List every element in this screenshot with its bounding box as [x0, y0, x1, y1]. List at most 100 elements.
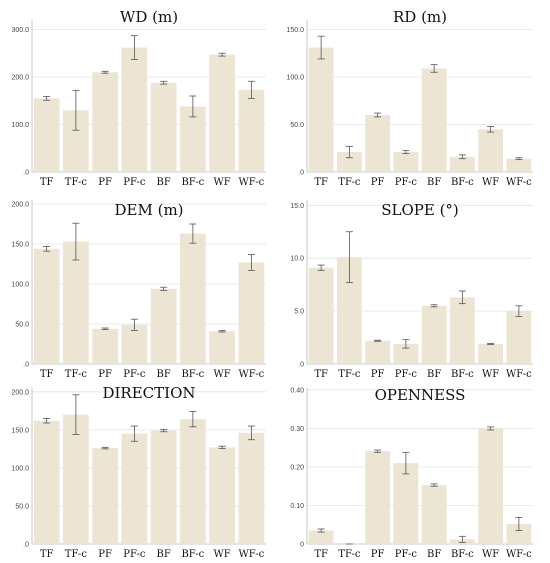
chart-panel-2: .0 50.0 100.0 150.0 200.0 TF TF-c PF PF-c BF BF-c W… — [11, 200, 266, 380]
x-tick-label: WF — [214, 369, 231, 380]
bar-PF — [92, 328, 118, 364]
x-tick-label: BF — [427, 369, 441, 380]
bar-WF — [209, 54, 235, 172]
bar-BF-c — [449, 156, 475, 172]
y-tick-label: 0.40 — [290, 387, 304, 394]
y-tick-label: 0 — [300, 542, 304, 549]
x-tick-label: BF-c — [451, 549, 474, 560]
x-tick-label: PF — [98, 177, 112, 188]
bar-WF — [209, 331, 235, 364]
x-tick-label: PF — [98, 549, 112, 560]
chart-panel-0: .0 100.0 200.0 300.0 TF TF-c PF PF-c BF BF-c WF WF-… — [11, 8, 266, 188]
chart-panel-1: .0 50.0 100.0 150.0 TF TF-c PF PF-c BF BF-c WF WF-c… — [286, 8, 533, 188]
bar-TF-c — [63, 241, 89, 364]
bar-PF-c — [121, 433, 148, 544]
bar-TF-c — [336, 152, 362, 172]
y-tick-label: 100.0 — [11, 465, 29, 472]
x-tick-label: WF-c — [239, 177, 265, 188]
x-tick-label: TF-c — [65, 177, 88, 188]
bar-TF — [308, 47, 334, 172]
x-tick-label: PF — [371, 549, 385, 560]
bar-BF-c — [180, 419, 206, 544]
bar-WF — [209, 447, 235, 544]
chart-panel-4: .0 50.0 100.0 150.0 200.0 TF TF-c PF PF-c BF BF-c W… — [11, 384, 266, 560]
x-tick-label: TF — [314, 369, 328, 380]
x-tick-label: PF-c — [395, 549, 418, 560]
y-tick-label: 100.0 — [286, 75, 304, 82]
bar-WF-c — [238, 262, 265, 364]
bar-BF-c — [180, 106, 206, 172]
x-tick-label: BF-c — [181, 369, 204, 380]
bar-BF — [150, 82, 177, 172]
x-tick-label: TF — [40, 177, 54, 188]
bar-PF — [365, 340, 391, 364]
y-tick-label: 50.0 — [15, 503, 29, 510]
chart-panel-5: 0 0.10 0.20 0.30 0.40 TF TF-c PF PF-c BF BF-c WF WF-… — [290, 386, 533, 560]
bar-WF-c — [506, 158, 532, 172]
bar-PF — [92, 448, 118, 544]
bar-BF — [150, 288, 177, 364]
x-tick-label: TF-c — [65, 549, 88, 560]
x-tick-label: TF-c — [338, 177, 361, 188]
y-tick-label: 50.0 — [15, 322, 29, 329]
bar-WF-c — [238, 89, 265, 172]
x-tick-label: BF — [156, 369, 170, 380]
x-tick-label: WF-c — [239, 549, 265, 560]
chart-title: DEM (m) — [114, 201, 183, 219]
x-tick-label: BF-c — [181, 177, 204, 188]
bar-PF-c — [393, 463, 419, 544]
y-tick-label: 200.0 — [11, 75, 29, 82]
y-tick-label: 0.10 — [290, 503, 304, 510]
bar-TF — [33, 98, 60, 172]
bar-WF — [478, 428, 504, 544]
x-tick-label: PF-c — [123, 177, 146, 188]
y-tick-label: .0 — [298, 362, 304, 369]
y-tick-label: 150.0 — [11, 427, 29, 434]
bar-PF-c — [121, 324, 148, 364]
y-tick-label: .0 — [23, 542, 29, 549]
bar-TF-c — [63, 414, 89, 544]
bar-PF — [92, 72, 118, 172]
y-tick-label: 300.0 — [11, 27, 29, 34]
x-tick-label: WF-c — [506, 369, 532, 380]
bar-WF — [478, 129, 504, 172]
y-tick-label: 50.0 — [290, 122, 304, 129]
x-tick-label: TF — [40, 369, 54, 380]
x-tick-label: PF-c — [395, 369, 418, 380]
y-tick-label: 150.0 — [286, 27, 304, 34]
y-tick-label: 5.0 — [294, 309, 304, 316]
x-tick-label: BF — [156, 177, 170, 188]
bar-WF — [478, 343, 504, 364]
y-tick-label: 100.0 — [11, 122, 29, 129]
bar-PF-c — [393, 152, 419, 172]
x-tick-label: TF — [40, 549, 54, 560]
x-tick-label: PF — [98, 369, 112, 380]
bar-PF-c — [393, 343, 419, 364]
x-tick-label: PF-c — [123, 369, 146, 380]
bar-BF-c — [180, 233, 206, 364]
y-tick-label: .0 — [23, 170, 29, 177]
chart-title: WD (m) — [120, 8, 178, 26]
bar-TF — [308, 530, 334, 544]
x-tick-label: BF — [156, 549, 170, 560]
bar-PF — [365, 115, 391, 172]
x-tick-label: WF-c — [239, 369, 265, 380]
bar-BF — [421, 485, 447, 544]
x-tick-label: PF — [371, 177, 385, 188]
y-tick-label: .0 — [23, 362, 29, 369]
x-tick-label: TF-c — [338, 369, 361, 380]
x-tick-label: WF — [482, 369, 499, 380]
bar-TF — [33, 248, 60, 364]
x-tick-label: PF — [371, 369, 385, 380]
bar-BF — [421, 305, 447, 364]
x-tick-label: WF-c — [506, 549, 532, 560]
chart-title: DIRECTION — [102, 384, 195, 402]
y-tick-label: 150.0 — [11, 242, 29, 249]
x-tick-label: TF-c — [65, 369, 88, 380]
x-tick-label: BF — [427, 549, 441, 560]
y-tick-label: .0 — [298, 170, 304, 177]
x-tick-label: TF-c — [338, 549, 361, 560]
y-tick-label: 100.0 — [11, 282, 29, 289]
x-tick-label: BF — [427, 177, 441, 188]
bar-BF — [150, 430, 177, 544]
